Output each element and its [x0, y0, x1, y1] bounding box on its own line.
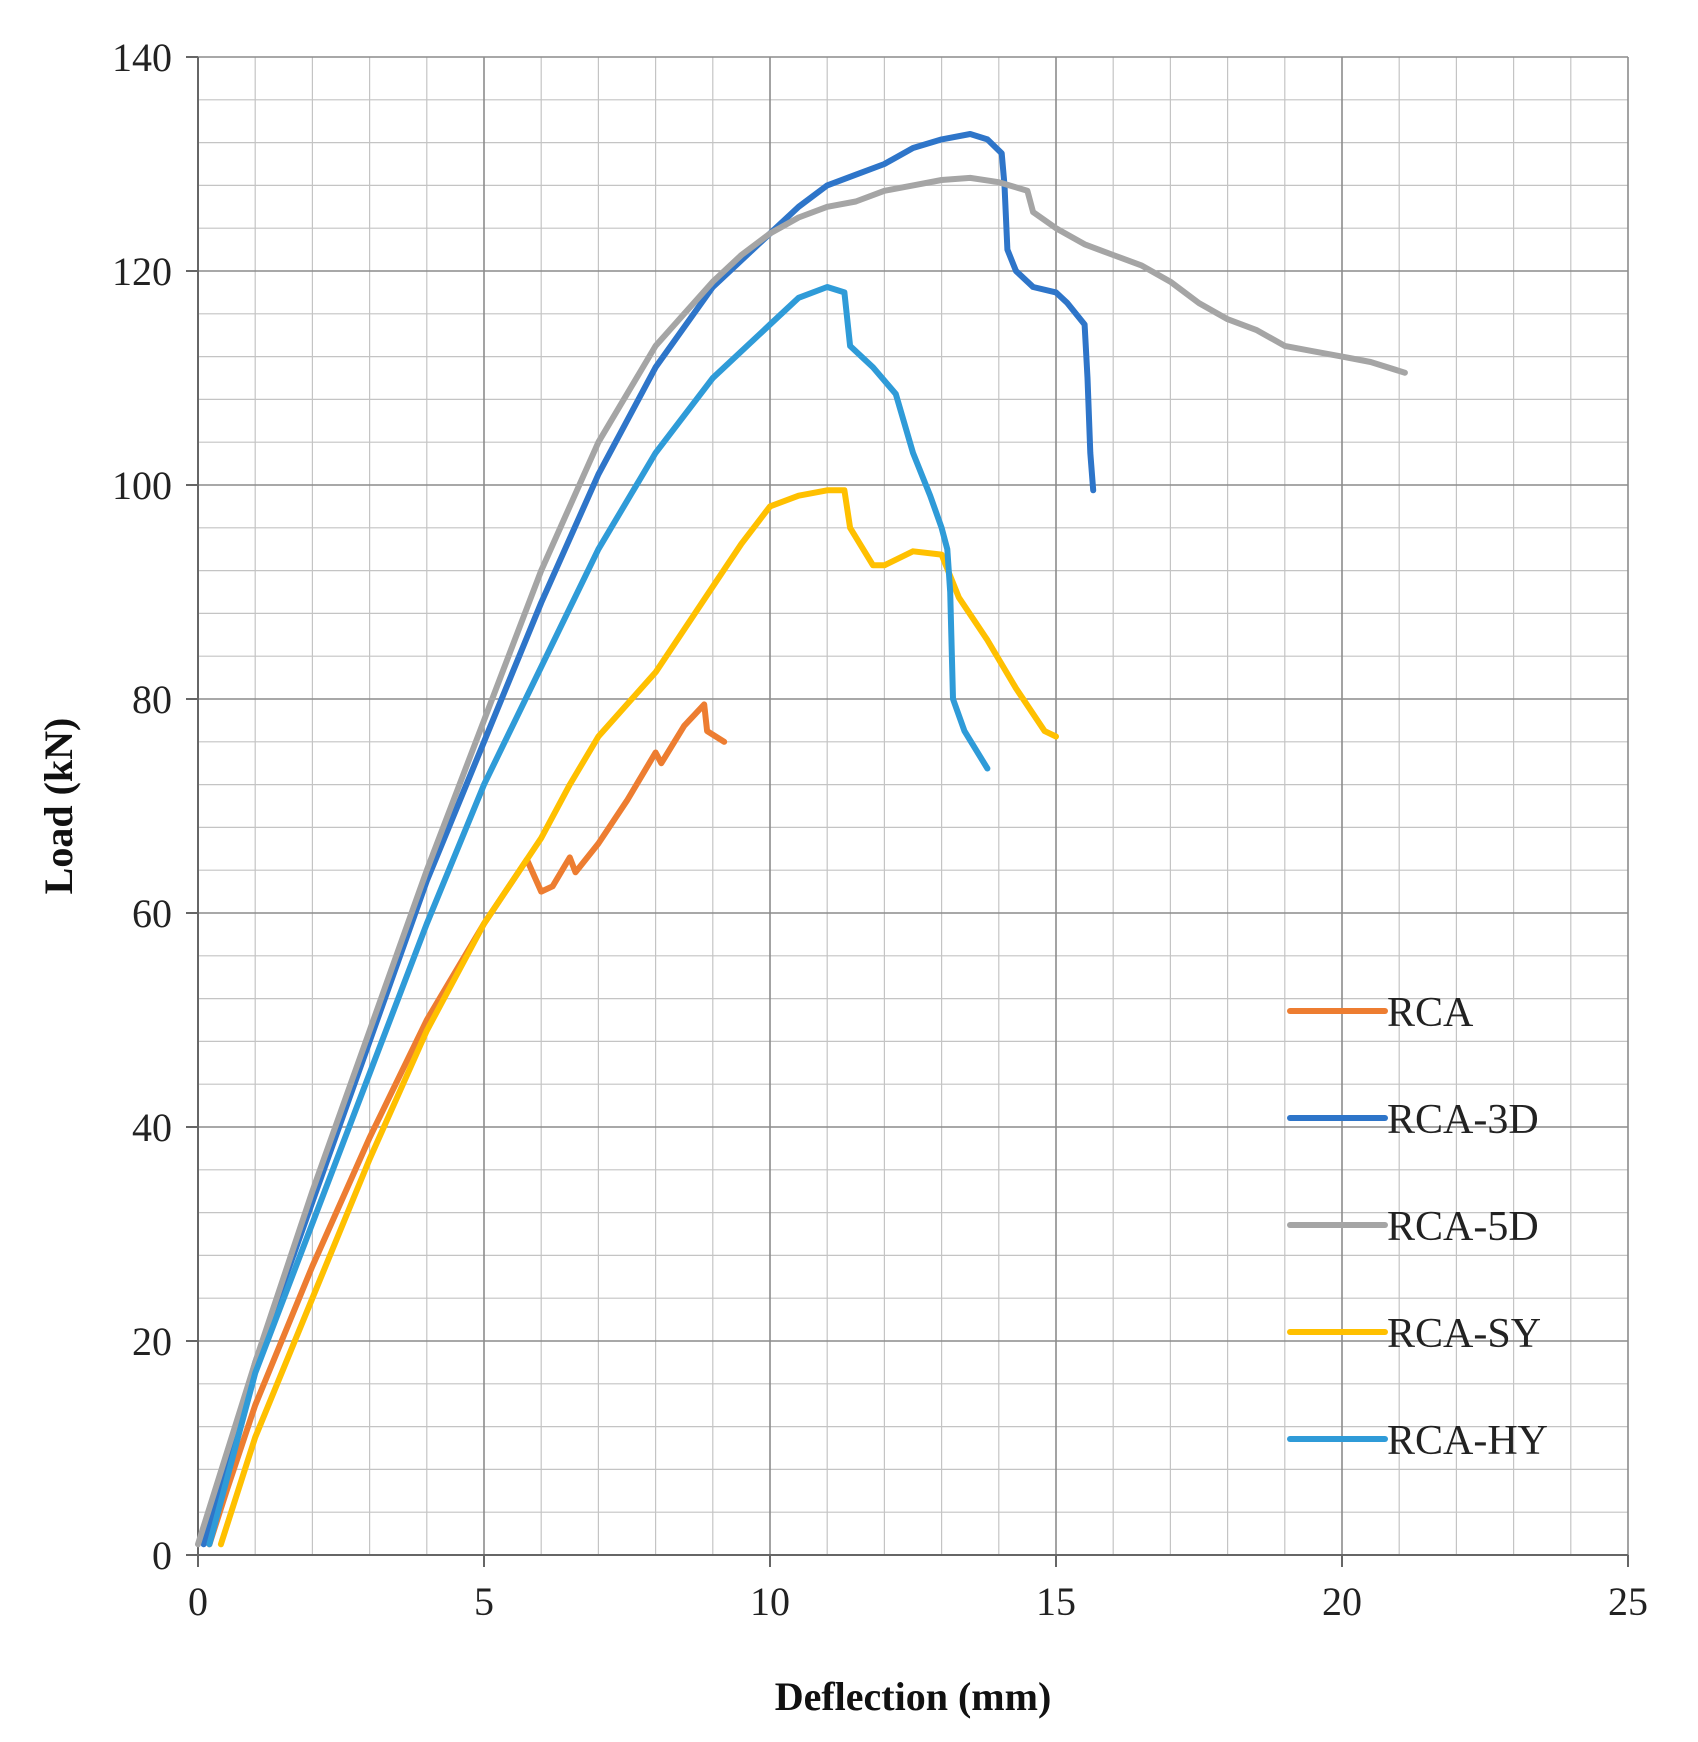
major-gridlines: [197, 56, 1629, 1556]
x-tick-label: 10: [750, 1579, 790, 1624]
legend-label: RCA-HY: [1387, 1418, 1548, 1464]
legend-label: RCA-3D: [1387, 1097, 1539, 1143]
y-tick-label: 40: [132, 1105, 172, 1150]
series-line-rca-5d: [195, 174, 1408, 1548]
legend-label: RCA: [1387, 990, 1474, 1036]
series-group: [195, 131, 1408, 1548]
series-line-rca-sy: [217, 487, 1059, 1548]
x-tick-label: 5: [474, 1579, 494, 1624]
axes: [186, 56, 1629, 1567]
y-tick-label: 100: [112, 463, 172, 508]
legend: RCA RCA-3D RCA-5D RCA-SY RCA-HY: [1287, 990, 1548, 1464]
x-axis-title: Deflection (mm): [775, 1674, 1052, 1719]
legend-label: RCA-SY: [1387, 1311, 1541, 1357]
x-tick-labels: 0 5 10 15 20 25: [188, 1579, 1648, 1624]
legend-label: RCA-5D: [1387, 1204, 1539, 1250]
y-tick-label: 0: [152, 1533, 172, 1578]
y-tick-label: 20: [132, 1319, 172, 1364]
y-axis-title: Load (kN): [36, 718, 81, 895]
series-line-rca: [206, 701, 728, 1548]
y-tick-label: 140: [112, 35, 172, 80]
x-tick-label: 20: [1322, 1579, 1362, 1624]
y-tick-labels: 0 20 40 60 80 100 120 140: [112, 35, 172, 1578]
minor-gridlines: [198, 57, 1628, 1555]
x-tick-label: 25: [1608, 1579, 1648, 1624]
x-tick-label: 0: [188, 1579, 208, 1624]
y-tick-label: 80: [132, 677, 172, 722]
y-tick-label: 120: [112, 249, 172, 294]
series-line-rca-hy: [206, 284, 991, 1548]
series-line-rca-3d: [200, 131, 1097, 1548]
x-tick-label: 15: [1036, 1579, 1076, 1624]
y-tick-label: 60: [132, 891, 172, 936]
